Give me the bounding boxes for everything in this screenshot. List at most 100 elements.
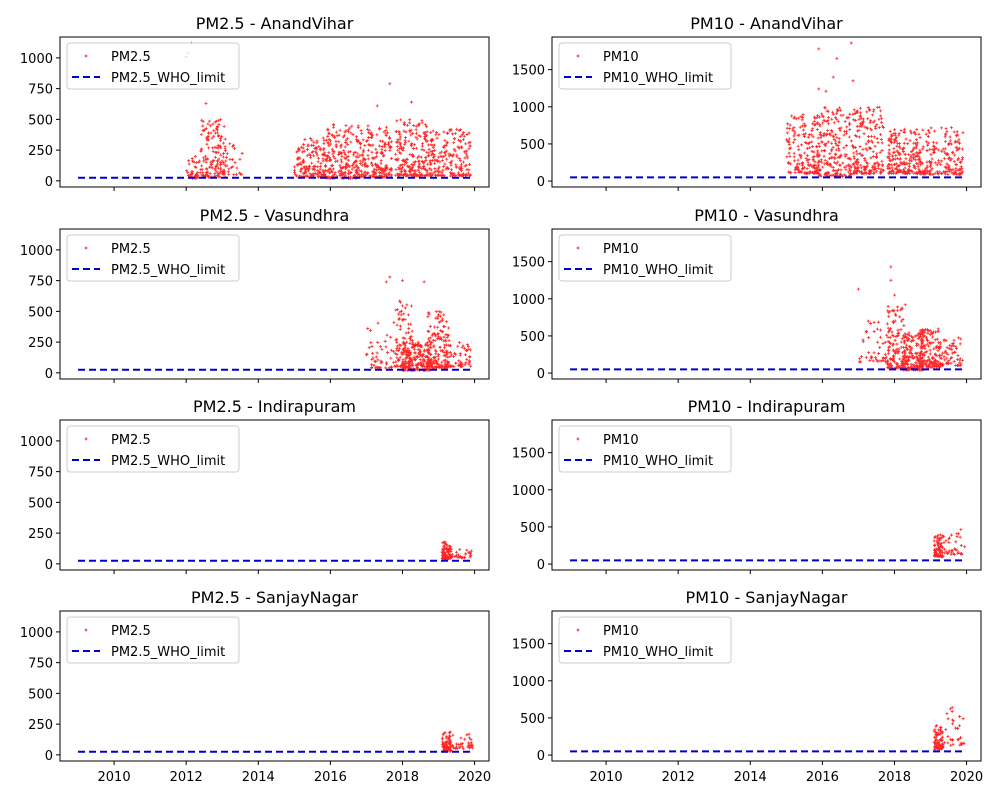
data-point — [235, 166, 239, 170]
data-point — [906, 142, 910, 146]
data-point — [301, 146, 305, 150]
data-point — [415, 355, 419, 359]
data-point — [865, 164, 869, 168]
data-point — [395, 340, 399, 344]
data-point — [386, 351, 390, 355]
data-point — [378, 166, 382, 170]
data-point — [412, 160, 416, 164]
data-point — [873, 356, 877, 360]
data-point — [187, 162, 191, 166]
data-point — [935, 742, 939, 746]
data-point — [883, 352, 887, 356]
data-point — [923, 344, 927, 348]
data-point — [373, 171, 377, 175]
data-point — [880, 164, 884, 168]
data-point — [219, 153, 223, 157]
data-point — [909, 169, 913, 173]
data-point — [383, 149, 387, 153]
data-point — [902, 161, 906, 165]
data-point — [935, 337, 939, 341]
data-point — [451, 743, 455, 747]
data-point — [955, 172, 959, 176]
data-point — [894, 154, 898, 158]
data-point — [204, 160, 208, 164]
data-point — [417, 123, 421, 127]
data-point — [194, 161, 198, 165]
data-point — [954, 170, 958, 174]
data-point — [823, 106, 827, 110]
data-point — [849, 172, 853, 176]
data-point — [438, 151, 442, 155]
data-point — [394, 168, 398, 172]
data-point — [928, 159, 932, 163]
data-point — [933, 747, 937, 751]
x-tick-label: 2012 — [170, 770, 203, 785]
data-point — [791, 129, 795, 133]
data-point — [870, 113, 874, 117]
data-point — [902, 160, 906, 164]
data-point — [918, 136, 922, 140]
data-point — [461, 747, 465, 751]
data-point — [872, 351, 876, 355]
data-point — [852, 157, 856, 161]
data-point — [210, 162, 214, 166]
data-point — [930, 157, 934, 161]
data-point — [433, 359, 437, 363]
data-point — [343, 173, 347, 177]
data-point — [849, 139, 853, 143]
data-point — [379, 161, 383, 165]
data-point — [872, 108, 876, 112]
data-point — [437, 352, 441, 356]
data-point — [951, 167, 955, 171]
data-point — [886, 326, 890, 330]
data-point — [395, 348, 399, 352]
data-point — [418, 352, 422, 356]
data-point — [469, 554, 473, 558]
data-point — [310, 150, 314, 154]
data-point — [879, 133, 883, 137]
data-point — [926, 331, 930, 335]
data-point — [861, 338, 865, 342]
data-point — [442, 130, 446, 134]
data-point — [389, 157, 393, 161]
data-point — [194, 175, 198, 179]
data-point — [888, 129, 892, 133]
data-point — [383, 145, 387, 149]
data-point — [870, 356, 874, 360]
data-point — [458, 139, 462, 143]
data-point — [847, 135, 851, 139]
data-point — [911, 336, 915, 340]
data-point — [210, 136, 214, 140]
data-point — [403, 171, 407, 175]
scatter-series-pm25 — [440, 540, 473, 561]
data-point — [917, 343, 921, 347]
data-point — [465, 358, 469, 362]
data-point — [958, 358, 962, 362]
data-point — [855, 158, 859, 162]
data-point — [883, 340, 887, 344]
data-point — [914, 361, 918, 365]
data-point — [880, 170, 884, 174]
data-point — [873, 144, 877, 148]
data-point — [366, 157, 370, 161]
data-point — [352, 151, 356, 155]
data-point — [853, 118, 857, 122]
data-point — [331, 155, 335, 159]
data-point — [940, 730, 944, 734]
data-point — [818, 115, 822, 119]
legend-label-line: PM2.5_WHO_limit — [111, 71, 225, 86]
data-point — [871, 154, 875, 158]
data-point — [427, 350, 431, 354]
data-point — [788, 154, 792, 158]
data-point — [305, 154, 309, 158]
data-point — [408, 361, 412, 365]
data-point — [468, 144, 472, 148]
data-point — [864, 142, 868, 146]
data-point — [950, 157, 954, 161]
data-point — [322, 146, 326, 150]
legend-marker-scatter — [84, 628, 88, 632]
data-point — [944, 550, 948, 554]
data-point — [906, 359, 910, 363]
data-point — [360, 131, 364, 135]
